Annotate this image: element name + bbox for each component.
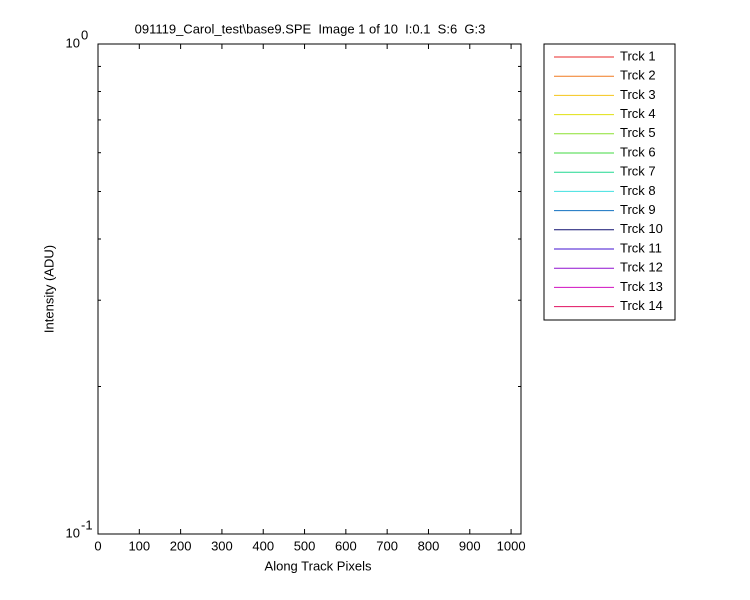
legend-box bbox=[543, 43, 676, 321]
legend-label: Trck 4 bbox=[620, 106, 656, 121]
x-tick-label: 600 bbox=[335, 538, 357, 553]
legend-label: Trck 9 bbox=[620, 202, 656, 217]
legend-label: Trck 7 bbox=[620, 164, 656, 179]
y-axis-label: Intensity (ADU) bbox=[41, 245, 56, 333]
legend-label: Trck 8 bbox=[620, 183, 656, 198]
x-tick-label: 900 bbox=[459, 538, 481, 553]
x-tick-label: 100 bbox=[128, 538, 150, 553]
legend-label: Trck 14 bbox=[620, 298, 663, 313]
legend-label: Trck 10 bbox=[620, 221, 663, 236]
x-tick-label: 700 bbox=[376, 538, 398, 553]
y-tick-label: 10 bbox=[66, 35, 80, 50]
legend-label: Trck 13 bbox=[620, 279, 663, 294]
x-tick-label: 300 bbox=[211, 538, 233, 553]
chart-title: 091119_Carol_test\base9.SPE Image 1 of 1… bbox=[135, 21, 486, 36]
x-tick-label: 1000 bbox=[497, 538, 526, 553]
y-tick-exponent: 0 bbox=[81, 27, 88, 42]
y-tick-exponent: -1 bbox=[81, 517, 93, 532]
legend-label: Trck 11 bbox=[620, 240, 662, 255]
x-tick-label: 0 bbox=[94, 538, 101, 553]
plot-frame bbox=[97, 43, 522, 535]
x-tick-label: 500 bbox=[294, 538, 316, 553]
legend-label: Trck 6 bbox=[620, 144, 656, 159]
x-tick-label: 800 bbox=[418, 538, 440, 553]
legend-label: Trck 3 bbox=[620, 87, 656, 102]
y-tick-label: 10 bbox=[66, 525, 80, 540]
legend-label: Trck 5 bbox=[620, 125, 656, 140]
legend-label: Trck 2 bbox=[620, 68, 656, 83]
legend-label: Trck 12 bbox=[620, 260, 663, 275]
x-axis-label: Along Track Pixels bbox=[265, 558, 372, 573]
x-tick-label: 200 bbox=[170, 538, 192, 553]
legend-label: Trck 1 bbox=[620, 48, 656, 63]
x-tick-label: 400 bbox=[252, 538, 274, 553]
